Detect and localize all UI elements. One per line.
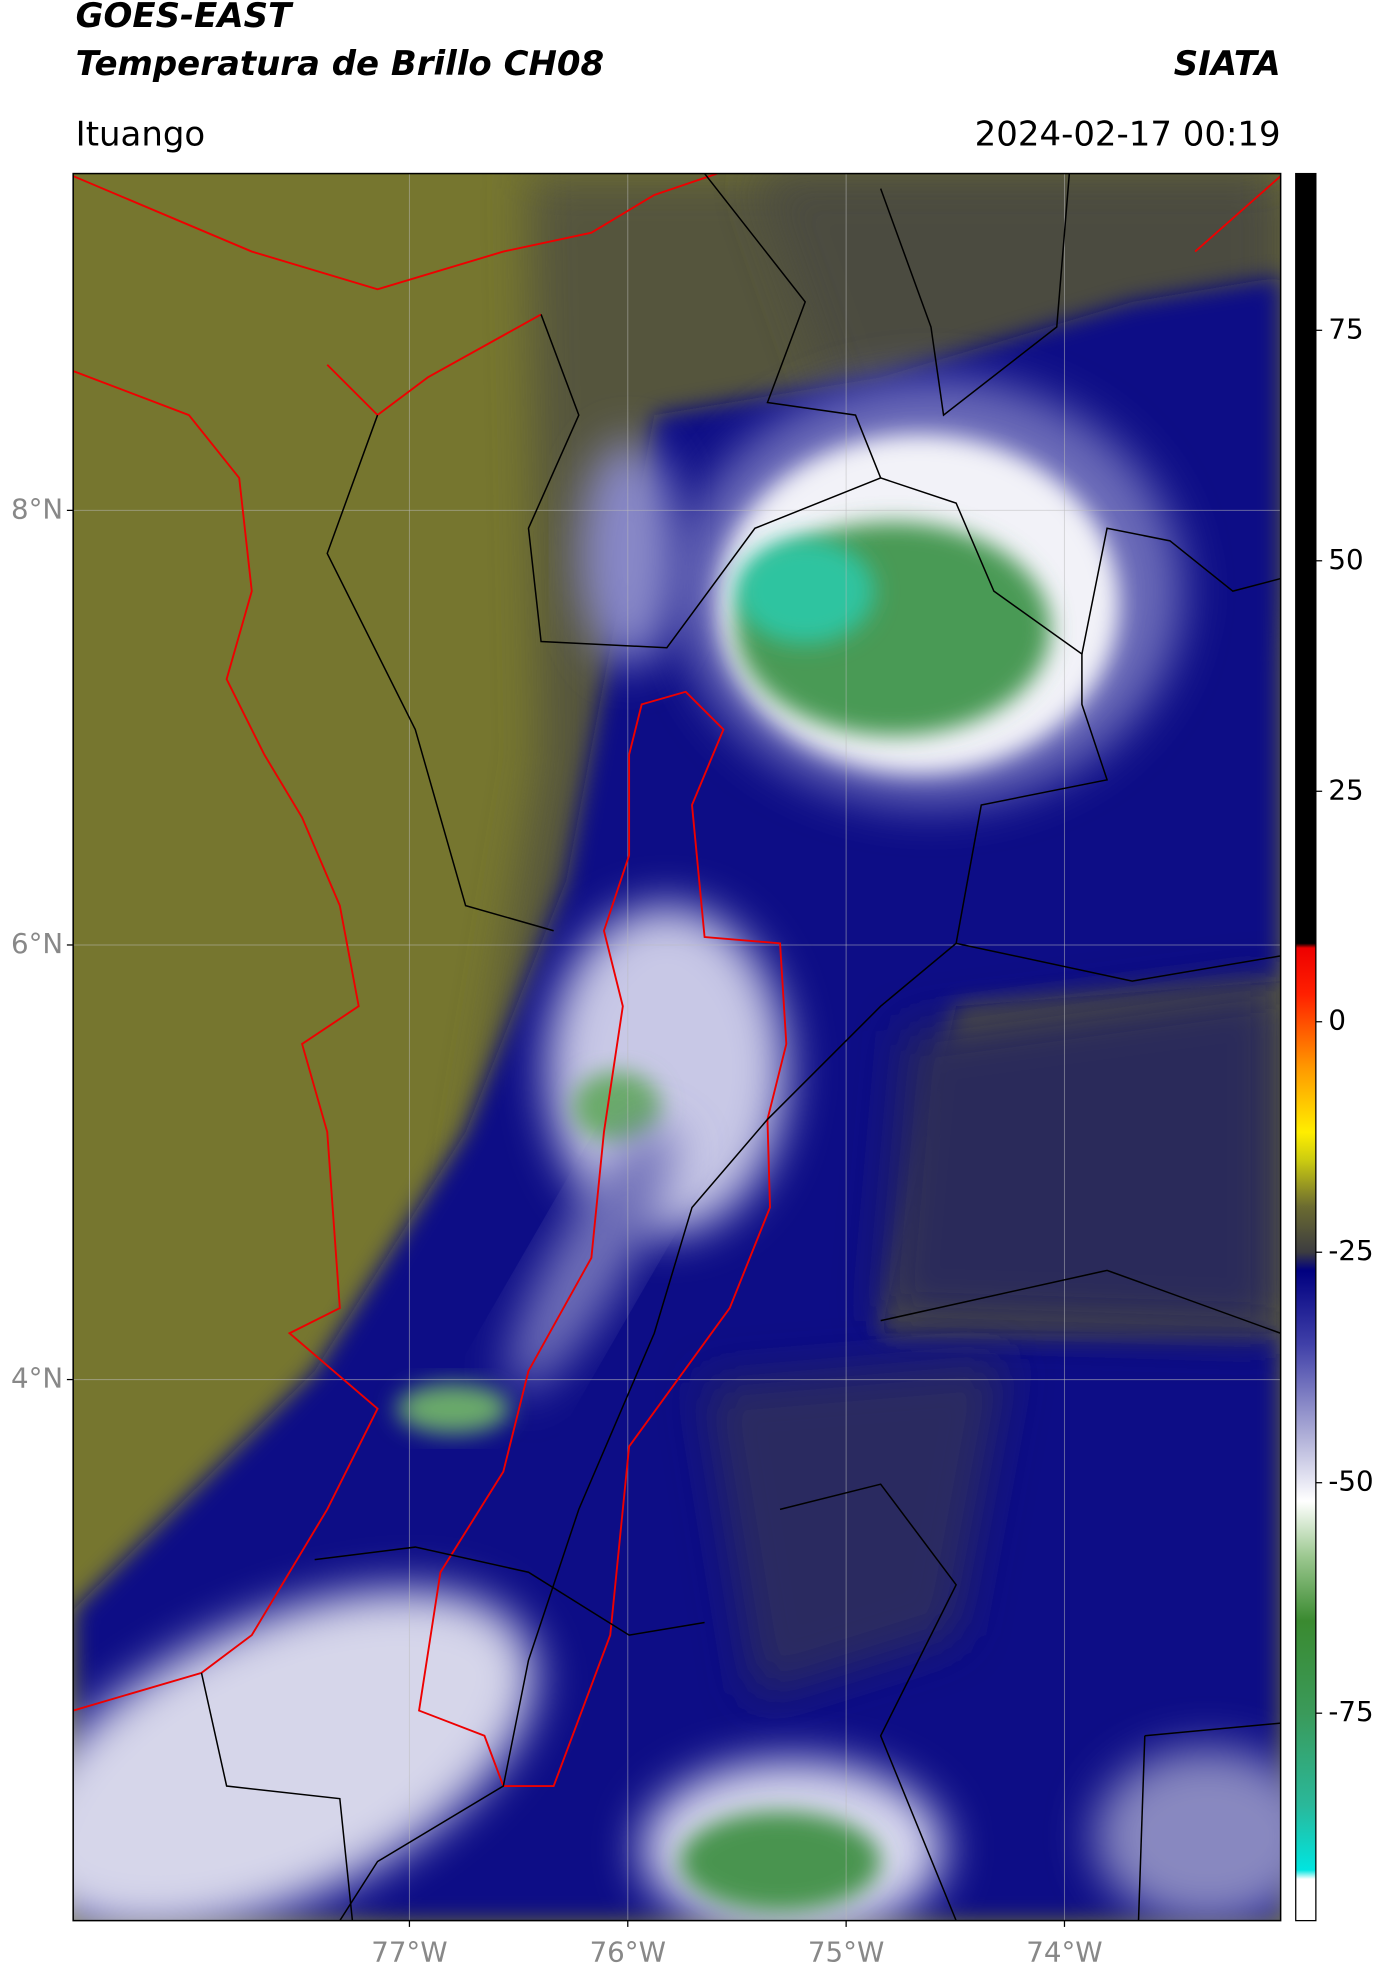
lon-tick-label: 76°W bbox=[590, 1935, 666, 1968]
lon-tick-label: 74°W bbox=[1026, 1935, 1102, 1968]
colorbar-tick-label: -25 bbox=[1328, 1234, 1373, 1267]
subtitle: Temperatura de Brillo CH08 bbox=[76, 44, 604, 84]
colorbar-tick-label: 0 bbox=[1328, 1004, 1346, 1037]
map-frame bbox=[72, 172, 1282, 1922]
datetime: 2024-02-17 00:19 bbox=[975, 114, 1281, 154]
colorbar-tick-label: 25 bbox=[1328, 773, 1363, 806]
colorbar-tick-label: -50 bbox=[1328, 1465, 1373, 1498]
colorbar-tick-label: 50 bbox=[1328, 543, 1363, 576]
lon-tick-label: 77°W bbox=[371, 1935, 447, 1968]
lat-tick-label: 8°N bbox=[11, 492, 63, 525]
lat-tick-label: 4°N bbox=[11, 1362, 63, 1395]
brand: SIATA bbox=[1174, 44, 1281, 84]
satellite-image bbox=[73, 173, 1281, 1921]
title: GOES-EAST bbox=[76, 0, 294, 36]
colorbar-tick-label: -75 bbox=[1328, 1695, 1373, 1728]
lon-tick-label: 75°W bbox=[808, 1935, 884, 1968]
place: Ituango bbox=[76, 114, 206, 154]
colorbar bbox=[1295, 172, 1317, 1922]
lat-tick-label: 6°N bbox=[11, 927, 63, 960]
colorbar-tick-label: 75 bbox=[1328, 312, 1363, 345]
